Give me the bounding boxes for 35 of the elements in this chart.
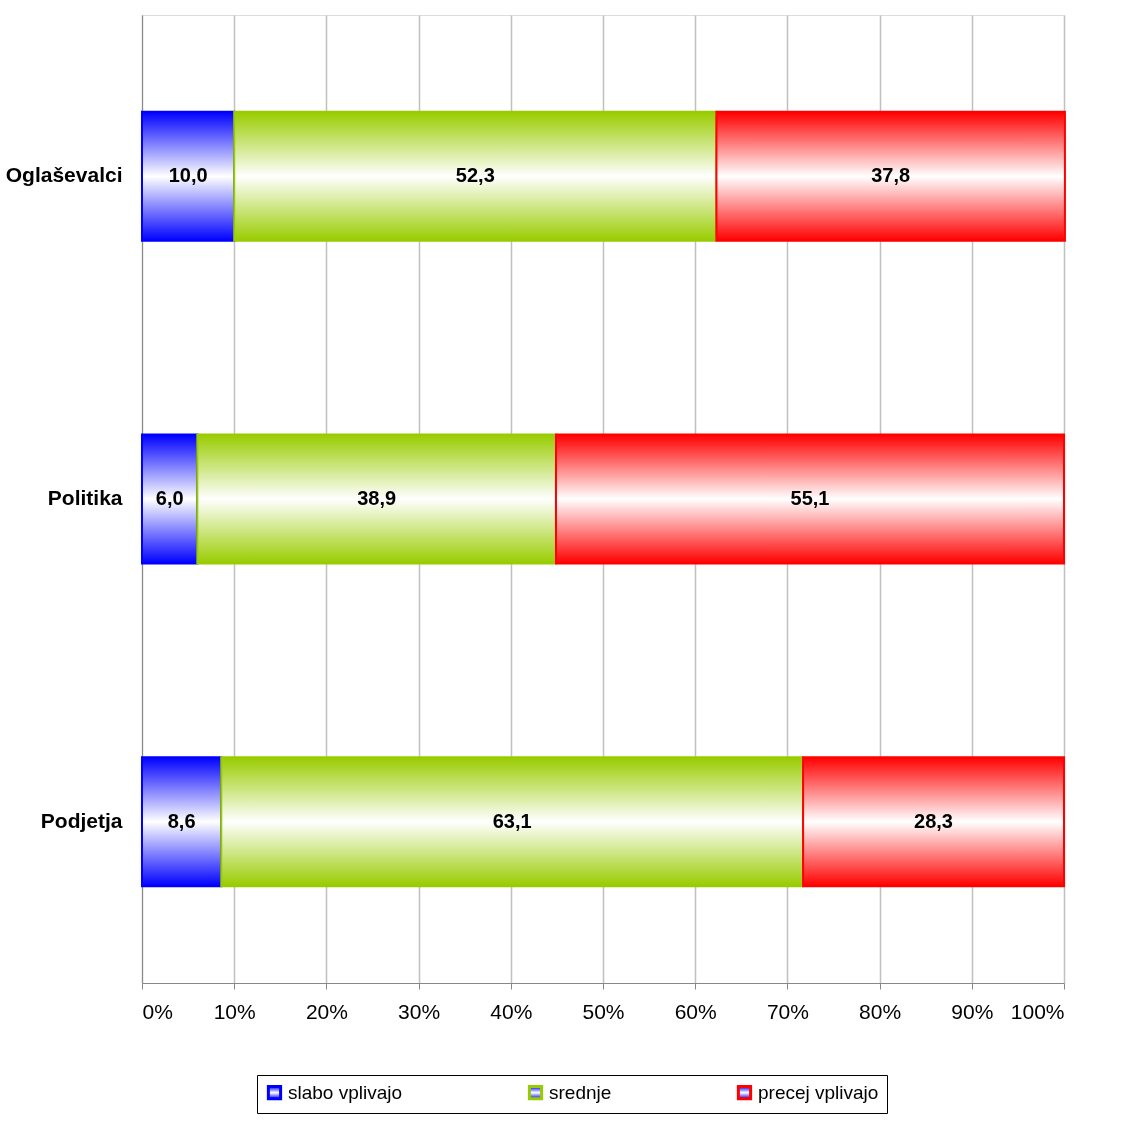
data-label: 55,1 [790,487,830,509]
data-label: 6,0 [155,487,184,509]
legend-label: slabo vplivajo [288,1081,403,1103]
x-tick-label: 10% [213,999,256,1023]
data-label: 52,3 [455,164,495,187]
bar [141,433,199,565]
legend-label: precej vplivajo [758,1081,879,1103]
bar [196,433,557,565]
x-tick-label: 100% [1010,999,1065,1023]
bar [715,110,1066,242]
data-label: 10,0 [168,164,208,187]
x-tick-label: 0% [142,999,173,1023]
y-tick-label: Politika [47,486,123,509]
bar [141,756,223,888]
x-tick-label: 90% [951,999,994,1023]
data-label: 37,8 [871,164,911,187]
bar [233,110,718,242]
data-label: 38,9 [357,487,397,509]
bar [141,110,236,242]
bar [554,433,1065,565]
bar [802,756,1065,888]
data-label: 8,6 [167,809,196,832]
data-label: 63,1 [492,809,532,832]
bar [220,756,805,888]
x-tick-label: 70% [766,999,809,1023]
legend-label: srednje [549,1081,612,1103]
data-label: 28,3 [914,809,954,832]
x-tick-label: 30% [398,999,441,1023]
x-tick-label: 60% [674,999,717,1023]
x-tick-label: 80% [859,999,902,1023]
x-tick-label: 20% [305,999,348,1023]
x-tick-label: 40% [490,999,533,1023]
x-tick-label: 50% [582,999,625,1023]
y-tick-label: Oglaševalci [5,163,123,187]
y-tick-label: Podjetja [40,808,123,832]
